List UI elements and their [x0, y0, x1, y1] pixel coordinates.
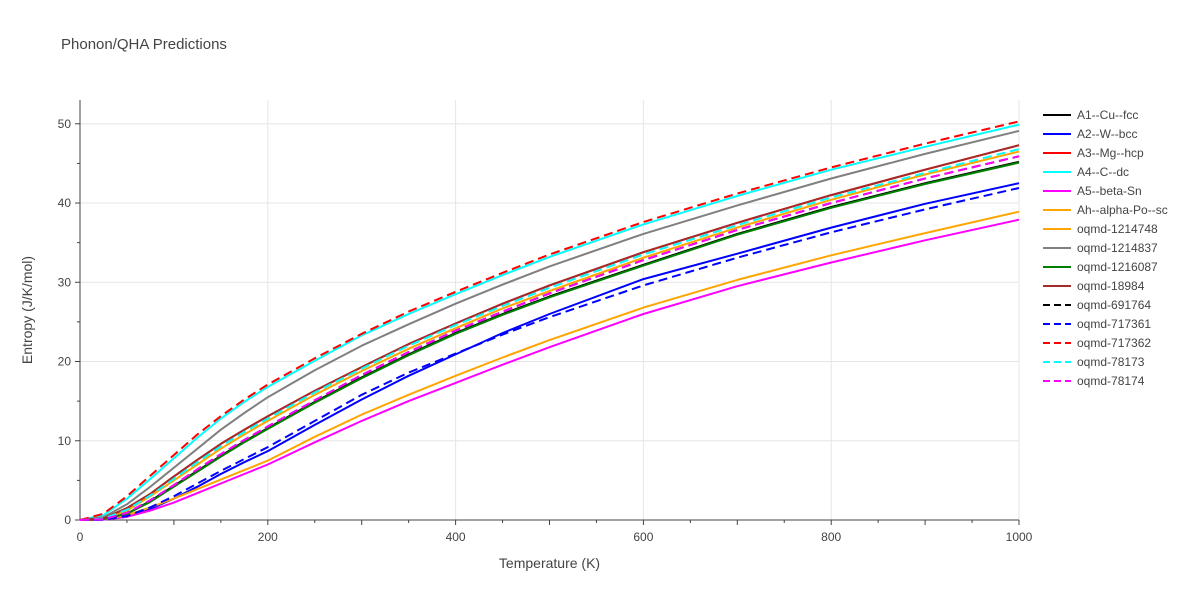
legend-item-label[interactable]: oqmd-78173 [1077, 355, 1145, 369]
series-line [79, 161, 1020, 521]
series-line [79, 187, 1020, 521]
y-tick-labels: 0 10 20 30 40 50 [58, 117, 72, 527]
series-line [79, 129, 1020, 521]
series-line [79, 120, 1020, 521]
x-tick-label: 800 [821, 530, 841, 544]
y-axis-title: Entropy (J/K/mol) [19, 256, 35, 364]
series-line [79, 150, 1020, 521]
series-line [79, 182, 1020, 521]
x-tick-label: 200 [258, 530, 278, 544]
x-tick-label: 400 [446, 530, 466, 544]
legend-item-label[interactable]: A3--Mg--hcp [1077, 146, 1144, 160]
series-line [79, 218, 1020, 521]
y-tick-label: 40 [58, 196, 72, 210]
series-line [79, 144, 1020, 521]
x-tick-labels: 0 200 400 600 800 1000 [77, 530, 1033, 544]
legend-item-label[interactable]: A5--beta-Sn [1077, 184, 1142, 198]
axes [75, 100, 1020, 525]
y-tick-label: 20 [58, 355, 72, 369]
legend-item-label[interactable]: oqmd-1214837 [1077, 241, 1158, 255]
legend: A1--Cu--fcc A2--W--bcc A3--Mg--hcp A4--C--d… [1043, 108, 1168, 388]
legend-item-label[interactable]: oqmd-1214748 [1077, 222, 1158, 236]
y-tick-label: 50 [58, 117, 72, 131]
legend-item-label[interactable]: Ah--alpha-Po--sc [1077, 203, 1168, 217]
legend-item-label[interactable]: oqmd-78174 [1077, 374, 1145, 388]
legend-item-label[interactable]: oqmd-717362 [1077, 336, 1151, 350]
x-tick-label: 1000 [1006, 530, 1033, 544]
legend-item-label[interactable]: oqmd-691764 [1077, 298, 1151, 312]
series-line [79, 123, 1020, 521]
y-tick-label: 0 [64, 513, 71, 527]
gridlines [80, 100, 1020, 520]
legend-item-label[interactable]: A2--W--bcc [1077, 127, 1137, 141]
y-tick-label: 10 [58, 434, 72, 448]
series-line [79, 144, 1020, 521]
x-tick-label: 0 [77, 530, 84, 544]
legend-item-label[interactable]: oqmd-717361 [1077, 317, 1151, 331]
legend-item-label[interactable]: oqmd-18984 [1077, 279, 1145, 293]
series-line [79, 155, 1020, 521]
series-line [79, 148, 1020, 521]
y-tick-label: 30 [58, 275, 72, 289]
series-lines [79, 120, 1020, 521]
x-axis-title: Temperature (K) [499, 555, 600, 571]
legend-item-label[interactable]: A4--C--dc [1077, 165, 1129, 179]
chart-title: Phonon/QHA Predictions [61, 36, 227, 53]
legend-item-label[interactable]: oqmd-1216087 [1077, 260, 1158, 274]
x-tick-label: 600 [633, 530, 653, 544]
legend-item-label[interactable]: A1--Cu--fcc [1077, 108, 1138, 122]
series-line [79, 155, 1020, 521]
